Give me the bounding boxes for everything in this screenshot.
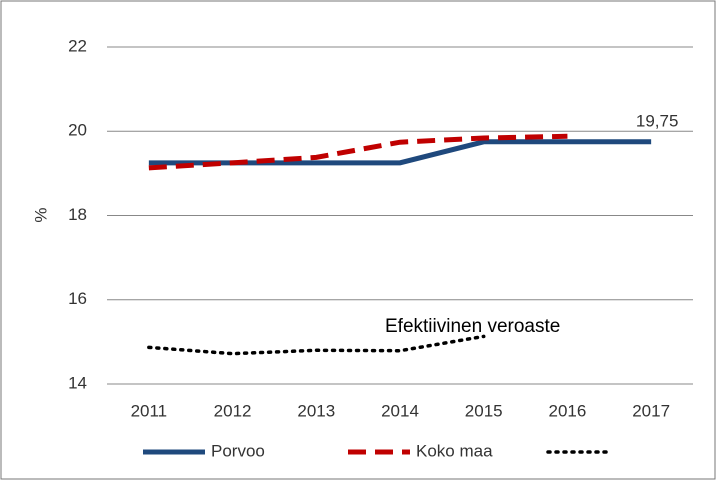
legend-label: Koko maa — [416, 441, 493, 460]
y-tick-label: 18 — [68, 205, 87, 224]
x-tick-label: 2013 — [297, 401, 335, 420]
x-tick-label: 2012 — [214, 401, 252, 420]
y-tick-label: 22 — [68, 36, 87, 55]
y-tick-label: 20 — [68, 121, 87, 140]
y-tick-label: 16 — [68, 289, 87, 308]
annotation: Efektiivinen veroaste — [385, 316, 560, 337]
data-label: 19,75 — [636, 111, 679, 130]
series-line — [148, 139, 652, 166]
y-tick-label: 14 — [68, 373, 87, 392]
y-axis-label: % — [31, 207, 50, 222]
x-tick-label: 2015 — [465, 401, 503, 420]
series-line — [148, 133, 568, 171]
x-tick-label: 2016 — [549, 401, 587, 420]
x-tick-label: 2011 — [131, 401, 168, 420]
x-tick-label: 2017 — [632, 401, 670, 420]
legend-label: Porvoo — [211, 441, 265, 460]
series-line — [147, 334, 486, 356]
x-tick-label: 2014 — [381, 401, 419, 420]
